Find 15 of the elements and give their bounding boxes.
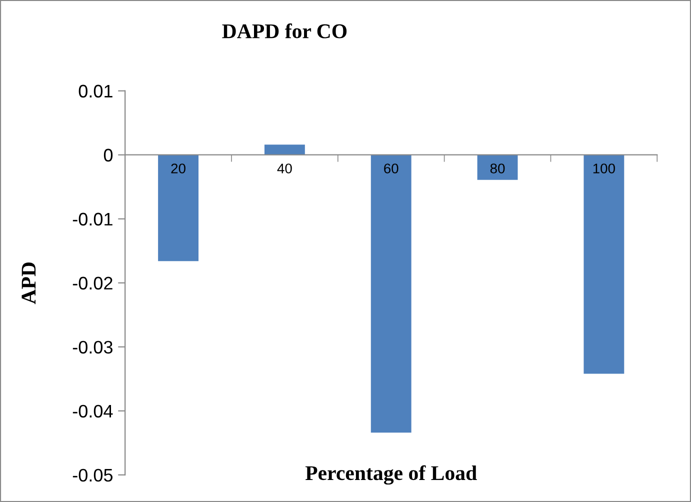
- x-tick-label: 80: [490, 164, 505, 174]
- x-tick-label: 60: [384, 164, 398, 174]
- y-tick-label: 0.01: [78, 84, 112, 98]
- y-tick-label: 0: [104, 148, 113, 162]
- y-tick-label: -0.02: [72, 276, 112, 290]
- chart-title: DAPD for CO: [222, 23, 347, 38]
- x-tick-label: 40: [277, 164, 292, 174]
- y-tick-label: -0.05: [72, 468, 113, 482]
- y-tick-label: -0.04: [72, 404, 113, 418]
- x-tick-label: 20: [171, 164, 186, 174]
- y-axis-title: APD: [22, 262, 36, 304]
- y-tick-label: -0.03: [72, 340, 112, 354]
- x-tick-label: 100: [593, 164, 615, 174]
- y-tick-label: -0.01: [72, 212, 112, 226]
- x-axis-title: Percentage of Load: [305, 465, 477, 485]
